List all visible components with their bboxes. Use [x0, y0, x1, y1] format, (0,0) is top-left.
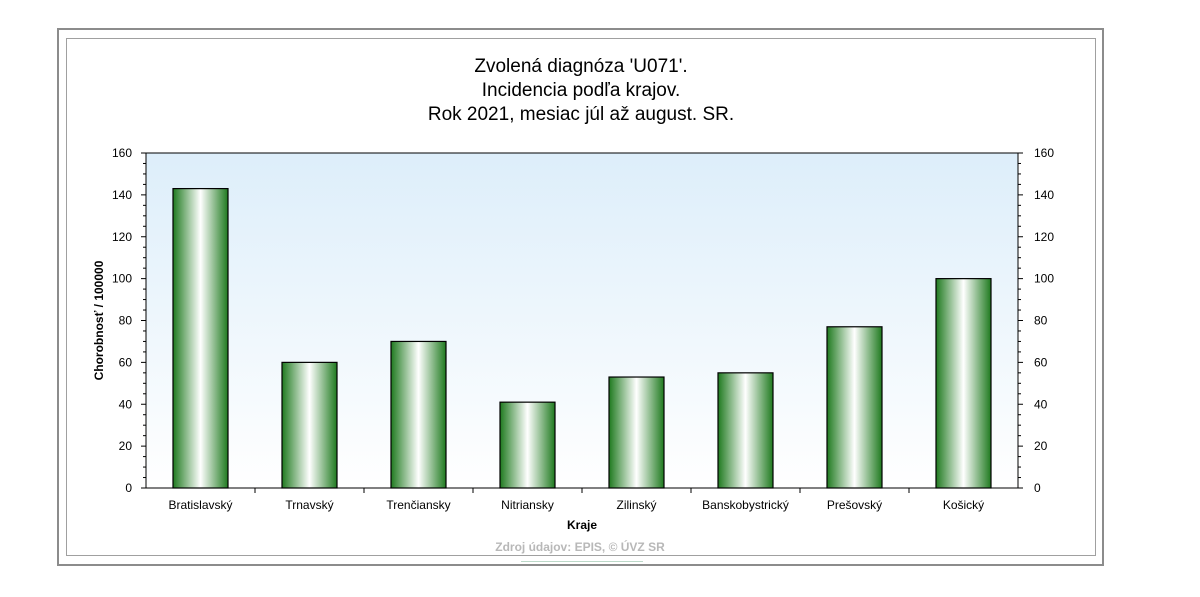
y-tick-label-left: 60	[119, 355, 133, 369]
source-underline	[521, 561, 643, 562]
x-tick-label: Bratislavský	[168, 498, 232, 512]
chart-title-line-3: Rok 2021, mesiac júl až august. SR.	[427, 104, 735, 125]
y-tick-label-right: 140	[1034, 188, 1054, 202]
y-tick-label-left: 140	[112, 188, 132, 202]
x-tick-label: Nitriansky	[501, 498, 554, 512]
chart-inner-frame	[66, 38, 1096, 556]
y-tick-label-right: 40	[1034, 397, 1048, 411]
bar-7	[826, 326, 883, 489]
chart-title-line-1: Zvolená diagnóza 'U071'.	[474, 56, 688, 77]
x-tick-label: Prešovský	[827, 498, 882, 512]
y-tick-label-left: 160	[112, 146, 132, 160]
y-tick-label-left: 120	[112, 230, 132, 244]
source-note: Zdroj údajov: EPIS, © ÚVZ SR	[495, 540, 665, 554]
y-tick-label-right: 120	[1034, 230, 1054, 244]
x-tick-label: Banskobystrický	[702, 498, 789, 512]
x-tick-label: Trenčiansky	[386, 498, 450, 512]
y-tick-label-right: 160	[1034, 146, 1054, 160]
y-tick-label-right: 0	[1034, 481, 1041, 495]
plot-area	[146, 153, 1018, 488]
y-tick-label-right: 100	[1034, 272, 1054, 286]
y-tick-label-left: 0	[125, 481, 132, 495]
y-tick-label-right: 80	[1034, 314, 1048, 328]
bar-2	[281, 361, 338, 489]
y-axis-title: Chorobnosť / 100000	[92, 260, 106, 380]
y-tick-label-left: 20	[119, 439, 133, 453]
bar-8	[935, 278, 992, 489]
x-tick-label: Zilinský	[616, 498, 656, 512]
y-tick-label-right: 20	[1034, 439, 1048, 453]
bar-1	[172, 187, 229, 489]
bar-6	[717, 372, 774, 489]
bar-5	[608, 376, 665, 489]
y-tick-label-left: 80	[119, 314, 133, 328]
x-tick-label: Košický	[943, 498, 984, 512]
y-tick-label-left: 40	[119, 397, 133, 411]
chart-title-line-2: Incidencia podľa krajov.	[481, 80, 681, 101]
y-tick-label-left: 100	[112, 272, 132, 286]
x-tick-label: Trnavský	[285, 498, 333, 512]
bar-4	[499, 401, 556, 489]
y-tick-label-right: 60	[1034, 355, 1048, 369]
x-axis-title: Kraje	[567, 518, 597, 532]
bar-3	[390, 340, 447, 489]
